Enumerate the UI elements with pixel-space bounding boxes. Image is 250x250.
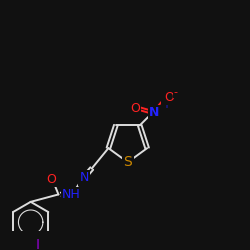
- Text: +: +: [162, 100, 170, 110]
- Text: O: O: [46, 173, 56, 186]
- Text: O: O: [130, 102, 140, 115]
- Text: NH: NH: [62, 188, 81, 201]
- Text: -: -: [174, 87, 178, 97]
- Text: N: N: [80, 171, 89, 184]
- Text: O: O: [164, 91, 174, 104]
- Text: I: I: [36, 238, 40, 250]
- Text: N: N: [149, 106, 160, 119]
- Text: S: S: [124, 155, 132, 169]
